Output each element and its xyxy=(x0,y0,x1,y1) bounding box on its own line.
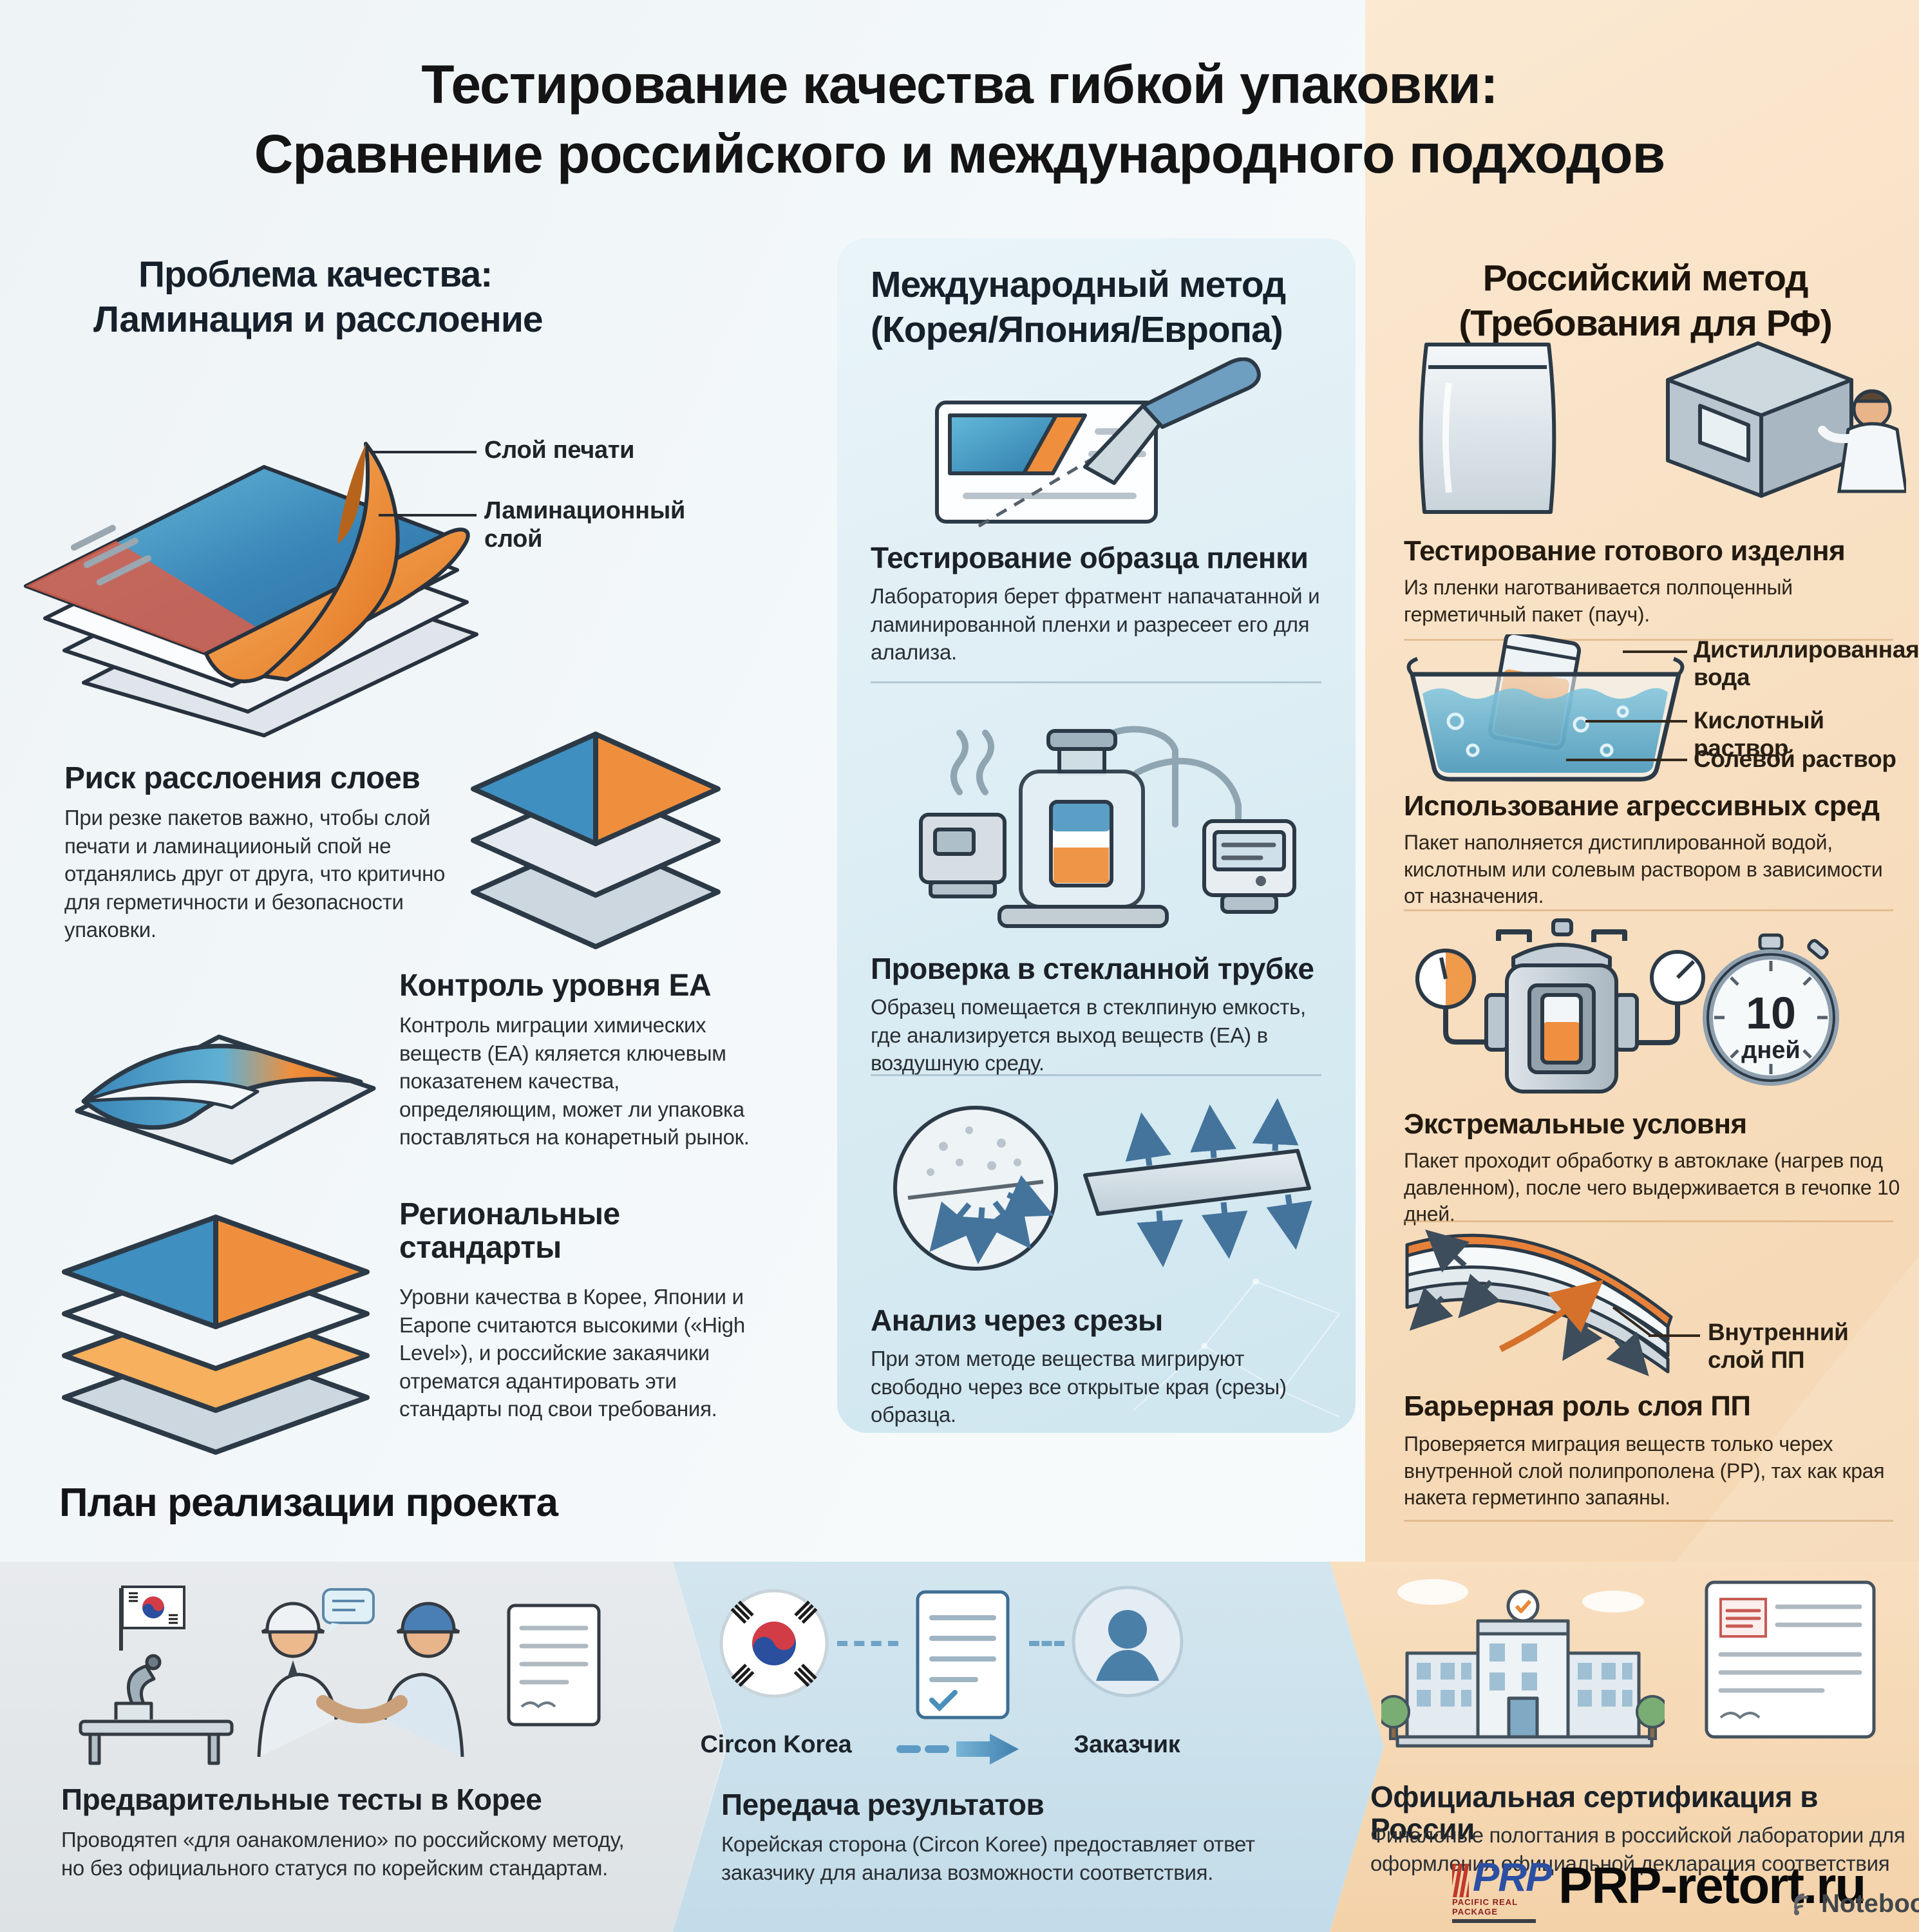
acid-solution-callout: Кислотный раствор xyxy=(1694,707,1824,761)
print-layer-callout: Слой печати xyxy=(484,437,635,464)
right-divider-3 xyxy=(1404,1220,1893,1222)
right-section3-heading: Экстремальные условня xyxy=(1404,1108,1747,1140)
pp-layer-illustration xyxy=(1405,1229,1673,1376)
left-section2-heading: Контроль уровня ЕА xyxy=(399,969,712,1003)
flow-from-label: Circon Korea xyxy=(700,1731,852,1758)
inner-pp-layer-callout: Внутренний слой ПП xyxy=(1708,1319,1849,1373)
middle-column-header: Международный метод (Корея/Япония/Европа… xyxy=(871,263,1341,352)
prp-logo-underline xyxy=(1452,1919,1536,1923)
film-sample-scalpel-illustration xyxy=(935,357,1261,528)
stopwatch-icon xyxy=(1703,933,1839,1086)
left-section1-heading: Риск расслоения слоев xyxy=(64,761,421,795)
callout-line xyxy=(1585,720,1687,723)
step2-heading: Передача результатов xyxy=(721,1788,1045,1821)
flow-dash-left xyxy=(837,1641,898,1646)
left-section2-body: Контроль миграции химических веществ (ЕА… xyxy=(399,1013,750,1150)
customer-avatar-icon xyxy=(1072,1586,1184,1698)
middle-section3-body: При этом методе вещества мигрируют свобо… xyxy=(871,1347,1287,1427)
distilled-water-callout: Дистиллированная вода xyxy=(1694,636,1919,690)
left-header-line2: Ламинация и расслоение xyxy=(93,298,544,340)
prp-logo-subtext: PACIFIC REAL PACKAGE xyxy=(1452,1897,1518,1917)
callout-line xyxy=(1623,650,1687,653)
page-title: Тестирование качества гибкой упаковки: С… xyxy=(0,50,1919,189)
right-divider-4 xyxy=(1404,1520,1893,1522)
salt-solution-callout: Солевой раствор xyxy=(1694,746,1896,772)
middle-divider-1 xyxy=(871,681,1321,683)
right-header-line1: Российский метод xyxy=(1482,258,1809,299)
regional-layers-illustration xyxy=(62,1215,370,1455)
certification-building-illustration xyxy=(1381,1579,1665,1748)
right-section1-body: Из пленки наготванивается полпоценный ге… xyxy=(1404,576,1793,626)
right-divider-1 xyxy=(1404,639,1893,641)
right-divider-2 xyxy=(1404,909,1893,911)
middle-section2-body: Образец помещается в стеклпиную емкость,… xyxy=(871,995,1306,1075)
callout-line xyxy=(370,451,477,453)
right-section2-heading: Использование агрессивных сред xyxy=(1404,790,1880,822)
korea-flag-icon xyxy=(719,1589,829,1698)
stopwatch-days-value: 10 xyxy=(1746,988,1796,1038)
notebooklm-icon xyxy=(1794,1893,1808,1915)
page-title-line1: Тестирование качества гибкой упаковки: xyxy=(421,54,1498,115)
certificate-document-icon xyxy=(1705,1580,1876,1739)
page-title-line2: Сравнение российского и международного п… xyxy=(254,123,1665,184)
pouch-and-sealer-illustration xyxy=(1419,341,1906,514)
left-section1-body: При резке пакетов важно, чтобы слой печа… xyxy=(64,806,446,942)
korea-tests-scene xyxy=(79,1586,601,1765)
middle-section3-heading: Анализ через срезы xyxy=(871,1303,1163,1337)
callout-line xyxy=(1649,1334,1700,1337)
middle-header-line1: Международный метод xyxy=(871,264,1286,305)
flow-to-label: Заказчик xyxy=(1073,1731,1180,1758)
middle-section1-body: Лаборатория берет фратмент напачатанной … xyxy=(871,584,1320,665)
flow-arrow-icon xyxy=(896,1734,1019,1765)
step3-heading: Официальная сертификация в России xyxy=(1370,1780,1819,1846)
autoclave-illustration xyxy=(1415,918,1705,1094)
prp-logo-bars-icon xyxy=(1452,1864,1469,1897)
right-section4-heading: Барьерная роль слоя ПП xyxy=(1404,1390,1751,1422)
notebooklm-brand: NotebookLM xyxy=(1791,1889,1919,1918)
folded-film-illustration xyxy=(75,1034,376,1165)
middle-header-line2: (Корея/Япония/Европа) xyxy=(871,308,1283,350)
right-header-line2: (Требования для РФ) xyxy=(1459,302,1832,344)
middle-section2-heading: Проверка в стекланной трубке xyxy=(871,952,1314,985)
layers-stack-icon xyxy=(471,732,721,949)
prp-logo-text: PRP xyxy=(1473,1855,1552,1900)
card-deco-lines xyxy=(1133,1278,1340,1417)
step1-body: Проводятеп «для оанакомленио» по российс… xyxy=(61,1828,625,1880)
right-section1-heading: Тестирование готового изделня xyxy=(1404,535,1846,567)
results-document-icon xyxy=(916,1590,1010,1719)
cut-edges-illustration xyxy=(893,1098,1312,1271)
left-section3-heading: Региональные стандарты xyxy=(399,1197,620,1265)
left-header-line1: Проблема качества: xyxy=(138,254,493,295)
site-url: PRP-retort.ru xyxy=(1558,1857,1866,1914)
aggressive-media-tub-illustration xyxy=(1406,634,1685,782)
prp-logo: PRP PACIFIC REAL PACKAGE xyxy=(1452,1855,1555,1923)
flow-dash-right xyxy=(1029,1641,1064,1646)
callout-line xyxy=(379,514,477,516)
plan-header: План реализации проекта xyxy=(59,1481,558,1525)
notebooklm-label: NotebookLM xyxy=(1821,1889,1919,1918)
step1-heading: Предварительные тесты в Корее xyxy=(61,1783,542,1816)
middle-section1-heading: Тестирование образца пленки xyxy=(871,541,1309,574)
callout-line xyxy=(1566,759,1687,761)
right-section2-body: Пакет наполняется дистиплированной водой… xyxy=(1404,831,1883,908)
lamination-layer-callout: Ламинационный слой xyxy=(484,497,686,553)
left-section3-body: Уровни качества в Корее, Японии и Еаропе… xyxy=(399,1285,745,1421)
glass-apparatus-illustration xyxy=(919,726,1296,928)
stopwatch-days-unit: дней xyxy=(1741,1037,1801,1064)
step2-body: Корейская сторона (Circon Koree) предост… xyxy=(721,1832,1255,1884)
right-section3-body: Пакет проходит обработку в автоклаке (на… xyxy=(1404,1149,1900,1226)
laminate-peel-illustration xyxy=(24,442,478,737)
middle-divider-2 xyxy=(871,1074,1321,1076)
left-column-header: Проблема качества: Ламинация и расслоени… xyxy=(93,252,737,342)
right-column-header: Российский метод (Требования для РФ) xyxy=(1397,256,1893,346)
right-section4-body: Проверяется миграция веществ только чере… xyxy=(1404,1432,1885,1510)
